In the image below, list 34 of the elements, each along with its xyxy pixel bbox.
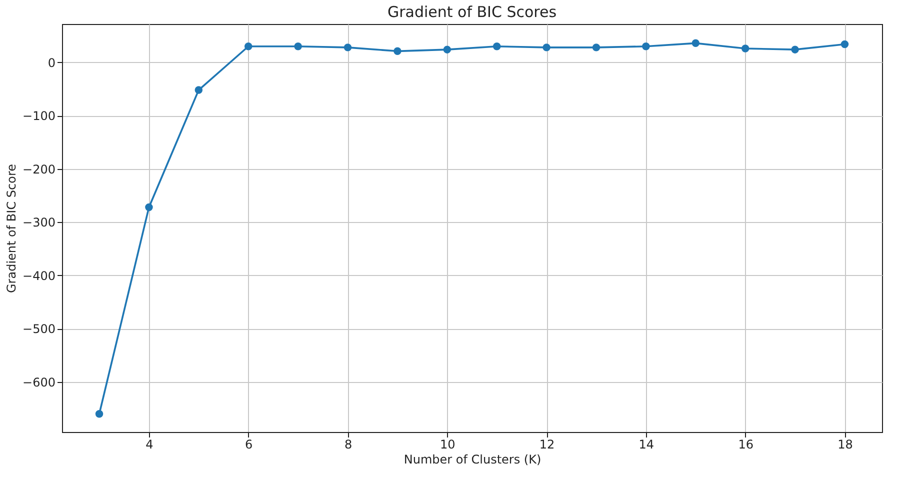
point xyxy=(145,203,153,212)
point xyxy=(492,42,501,50)
point xyxy=(791,46,799,54)
point xyxy=(294,42,302,50)
point xyxy=(741,44,750,52)
x-tick-label: 4 xyxy=(146,438,154,452)
x-tick-label: 12 xyxy=(539,438,555,452)
x-tick-label: 18 xyxy=(838,438,853,452)
y-tick-label: −600 xyxy=(22,375,56,390)
point xyxy=(642,42,650,50)
y-tick-label: −200 xyxy=(22,162,56,176)
point xyxy=(344,44,352,52)
point xyxy=(394,47,402,56)
x-axis-title: Number of Clusters (K) xyxy=(404,452,542,466)
x-tick-label: 16 xyxy=(738,438,754,452)
x-tick-label: 14 xyxy=(638,438,654,452)
point xyxy=(840,40,849,48)
y-tick-label: −100 xyxy=(22,109,56,124)
y-tick-label: −400 xyxy=(22,268,56,283)
point xyxy=(692,39,700,48)
chart-title: Gradient of BIC Scores xyxy=(387,3,557,21)
x-tick-label: 6 xyxy=(245,438,253,452)
y-tick-label: 0 xyxy=(48,56,56,70)
y-tick-label: −500 xyxy=(22,322,56,336)
x-tick-label: 8 xyxy=(344,438,352,452)
y-axis-title: Gradient of BIC Score xyxy=(4,164,19,293)
point xyxy=(244,42,252,50)
x-tick-label: 10 xyxy=(440,438,456,452)
point xyxy=(592,44,600,52)
point xyxy=(95,410,104,418)
y-tick-label: −300 xyxy=(22,216,56,230)
point xyxy=(542,44,550,52)
point xyxy=(194,86,203,94)
point xyxy=(443,46,452,54)
